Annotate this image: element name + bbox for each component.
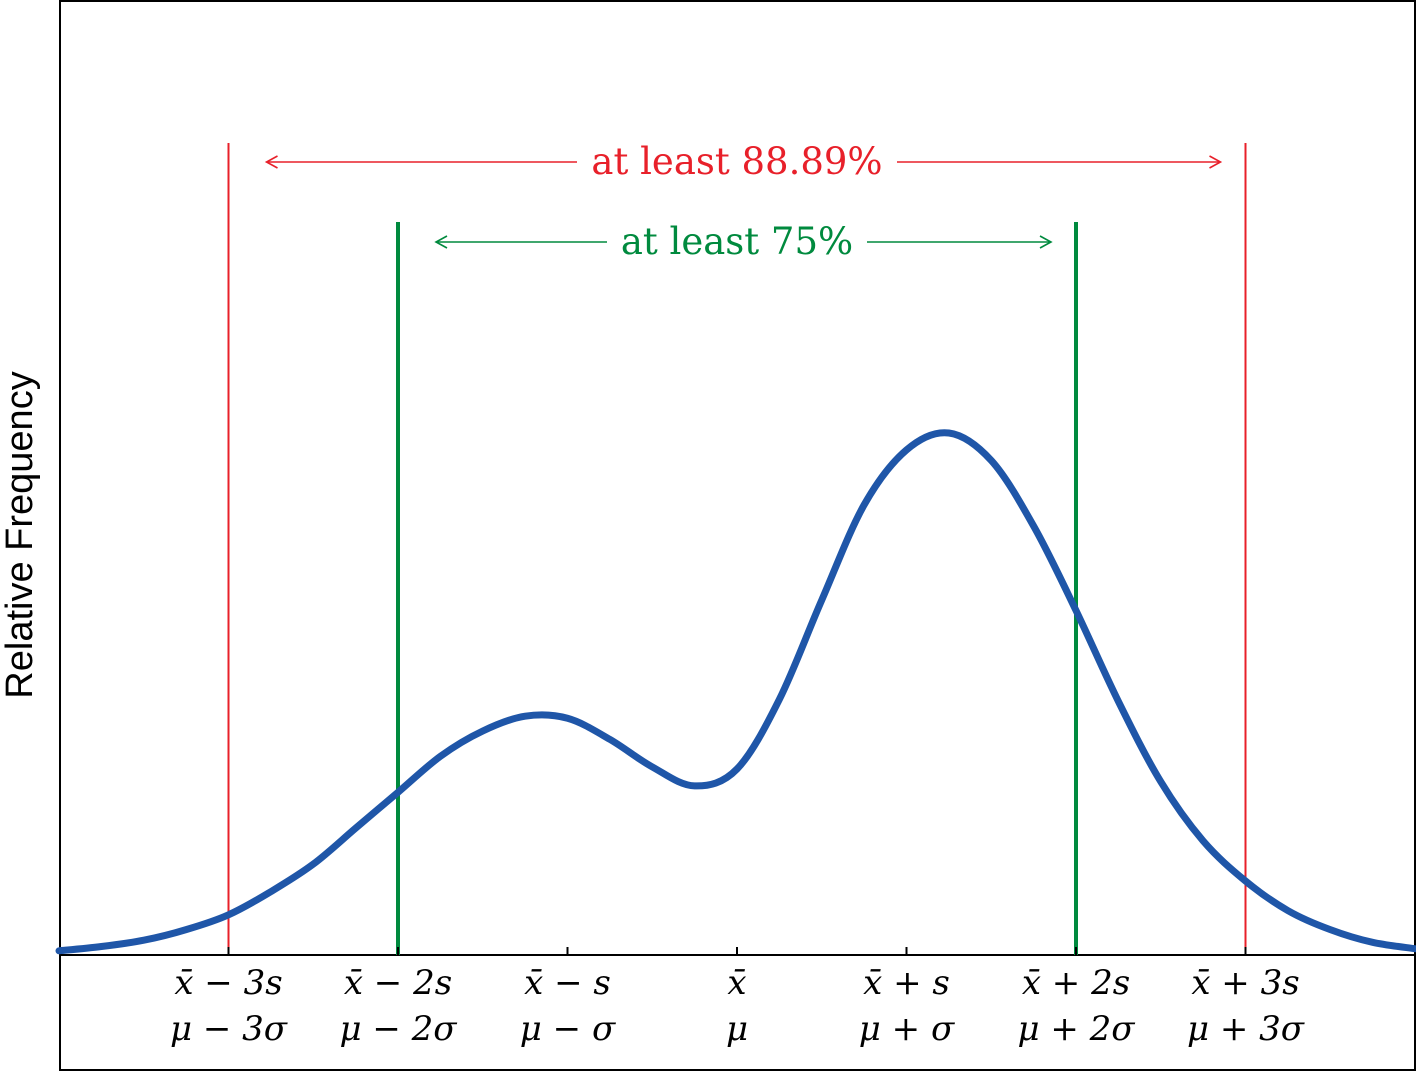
band-1-label: at least 75%: [621, 220, 853, 263]
x-tick-label-top-5: x̄ + 2s: [1022, 963, 1130, 1003]
x-tick-6: x̄ + 3s μ + 3σ: [1187, 947, 1305, 1049]
x-tick-3: x̄ μ: [726, 947, 748, 1049]
band-1: at least 75%: [396, 220, 1078, 955]
x-tick-label-top-2: x̄ − s: [524, 963, 611, 1003]
plot-frame: [59, 0, 1416, 1071]
x-tick-label-top-4: x̄ + s: [863, 963, 950, 1003]
x-tick-label-top-1: x̄ − 2s: [344, 963, 452, 1003]
x-tick-label-bottom-0: μ − 3σ: [170, 1009, 288, 1049]
band-0: at least 88.89%: [227, 140, 1247, 955]
x-tick-label-top-6: x̄ + 3s: [1191, 963, 1299, 1003]
y-axis-label: Relative Frequency: [0, 371, 41, 698]
x-tick-label-bottom-3: μ: [726, 1009, 748, 1049]
x-tick-1: x̄ − 2s μ − 2σ: [339, 947, 457, 1049]
x-tick-4: x̄ + s μ + σ: [859, 947, 955, 1049]
x-tick-label-bottom-4: μ + σ: [859, 1009, 955, 1049]
series-line-0: [55, 429, 1416, 955]
x-tick-2: x̄ − s μ − σ: [520, 947, 616, 1049]
x-tick-5: x̄ + 2s μ + 2σ: [1017, 947, 1135, 1049]
x-tick-label-bottom-1: μ − 2σ: [339, 1009, 457, 1049]
x-tick-label-top-3: x̄: [727, 963, 746, 1003]
x-tick-0: x̄ − 3s μ − 3σ: [170, 947, 288, 1049]
x-tick-label-bottom-6: μ + 3σ: [1187, 1009, 1305, 1049]
band-0-label: at least 88.89%: [591, 140, 882, 183]
x-tick-label-top-0: x̄ − 3s: [174, 963, 282, 1003]
series-layer: [55, 429, 1416, 955]
bands-layer: at least 88.89% at least 75%: [227, 140, 1247, 955]
x-tick-label-bottom-2: μ − σ: [520, 1009, 616, 1049]
ticks-layer: x̄ − 3s μ − 3σ x̄ − 2s μ − 2σ x̄ − s μ − σ x̄ μ…: [170, 947, 1305, 1049]
x-tick-label-bottom-5: μ + 2σ: [1017, 1009, 1135, 1049]
